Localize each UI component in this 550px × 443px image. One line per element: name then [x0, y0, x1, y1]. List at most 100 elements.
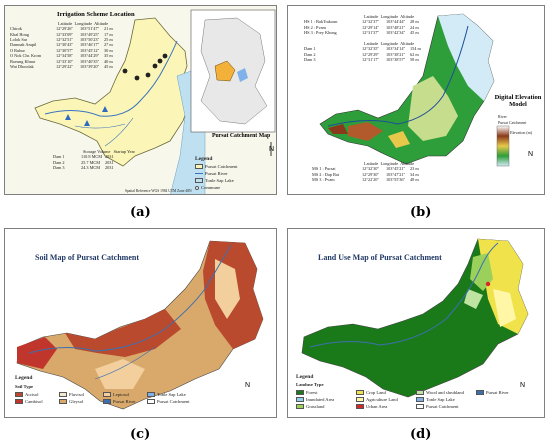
legend-item: Pursat River — [195, 171, 228, 176]
row-name: HS 1 : BakTrakoun — [304, 19, 338, 25]
panel-soil: N Soil Map of Pursat Catchment Legend So… — [4, 228, 277, 418]
scheme-marker — [157, 58, 163, 64]
row-value: 103°34'14" — [386, 46, 406, 52]
table-row: Dam 1 110.8 MCM 2031 — [53, 154, 135, 159]
landuse-svg: N — [288, 229, 544, 417]
row-value: 27 m — [104, 42, 113, 48]
legend-label: Urban Area — [366, 404, 388, 409]
row-name: HS 2 : Pvam — [304, 24, 326, 30]
row-name: O Nok Chr. Krom — [10, 53, 42, 59]
table-row: HS 1 : BakTrakoun 12°32'37" 103°44'44" 28 m — [304, 19, 434, 24]
legend-label: Crop Land — [366, 390, 386, 395]
dem-lowland — [438, 14, 494, 101]
row-value: 12°32'37" — [362, 19, 380, 25]
legend-item: Urban Area — [356, 404, 388, 410]
legend-title: Legend — [15, 375, 33, 381]
row-value: 2031 — [105, 154, 114, 160]
row-value: 21 m — [104, 26, 113, 32]
table-row: O Nok Chr. Krom 12°34'58" 103°44'29" 35 m — [10, 53, 128, 58]
row-value: 103°45'12" — [80, 47, 100, 53]
irrigation-title: Irrigation Scheme Location — [57, 11, 135, 18]
legend-label: Wood and shrubland — [426, 390, 464, 395]
catchment-polygon — [34, 17, 191, 167]
legend-item: Leptosol — [103, 392, 130, 398]
row-value: 2031 — [105, 165, 114, 171]
label-d: (d) — [410, 427, 432, 442]
ms-table: Latitude Longitude Altitude MS 1 : Pursa… — [312, 161, 434, 182]
row-name: Dam 2 — [53, 159, 65, 165]
scheme-marker — [122, 68, 128, 74]
dem-river — [327, 25, 469, 127]
landuse-title: Land Use Map of Pursat Catchment — [318, 253, 442, 262]
inset-title: Pursat Catchment Map — [212, 133, 271, 139]
row-value: 62 m — [410, 51, 419, 57]
row-value: 12°32'30" — [362, 166, 380, 172]
legend-item: Gleysol — [59, 399, 84, 405]
row-name: Lolok Sar — [10, 37, 28, 43]
row-name: Damnak Ampil — [10, 42, 37, 48]
row-value: 40 m — [104, 58, 113, 64]
row-value: 103°55'36" — [386, 177, 406, 183]
legend-item: Tonle Sap Lake — [147, 392, 186, 398]
row-name: Dam 1 — [53, 154, 65, 160]
table-header: Startup Year — [113, 149, 135, 154]
legend-swatch — [103, 392, 111, 398]
row-value: 103°51'47" — [80, 26, 100, 32]
soil-cambisol — [17, 337, 57, 369]
row-value: 12°29'22" — [56, 63, 74, 69]
legend-item: Crop Land — [356, 390, 386, 396]
table-row: Boeung Khnar 12°33'10" 103°40'35" 40 m — [10, 59, 128, 64]
table-header: Altitude — [94, 21, 109, 26]
legend-label: Gleysol — [69, 399, 84, 404]
footnote: Spatial Reference WGS 1984 UTM Zone 48N — [125, 189, 192, 193]
row-value: 103°44'29" — [80, 53, 100, 59]
row-value: 35 m — [104, 53, 113, 59]
row-name: Boeung Khnar — [10, 58, 36, 64]
scheme-marker — [134, 75, 140, 81]
legend-swatch — [59, 392, 67, 398]
row-value: 103°47'21" — [386, 171, 406, 177]
row-value: 12°29'14" — [362, 24, 380, 30]
panel-irrigation-scheme: N Irrigation Scheme Location Pursat Catc… — [4, 5, 277, 195]
dem-legend-item: Elevation (m) — [510, 130, 533, 135]
row-value: 12°32'35" — [362, 46, 380, 52]
row-name: MS 3 : Pvam — [312, 177, 335, 183]
table-row: Dam 3 12°31'17" 103°38'57" 58 m — [304, 57, 434, 62]
row-name: MS 1 : Pursat — [312, 166, 336, 172]
legend-item: Tonle Sap Lake — [195, 178, 234, 184]
legend-swatch — [296, 404, 304, 410]
landuse-cropland — [478, 239, 528, 334]
row-value: 45 m — [410, 30, 419, 36]
legend-item: Wood and shrubland — [416, 390, 464, 396]
row-value: 17 m — [104, 31, 113, 37]
inset-catchment — [214, 60, 236, 82]
table-row: MS 1 : Pursat 12°32'30" 103°45'21" 23 m — [312, 166, 434, 171]
row-value: 28 m — [410, 19, 419, 25]
row-name: Dam 3 — [304, 57, 316, 63]
dem-svg: N — [288, 6, 544, 194]
row-value: 58 m — [410, 57, 419, 63]
dem-legend-item: River — [498, 114, 507, 119]
row-value: 12°29'30" — [362, 171, 380, 177]
north-arrow: N — [520, 382, 525, 389]
legend-item: Forest — [296, 390, 317, 396]
legend-item: Cambisol — [15, 399, 43, 405]
row-value: 103°38'57" — [386, 57, 406, 63]
row-value: 103°38'21" — [386, 51, 406, 57]
row-value: 12°22'20" — [362, 177, 380, 183]
row-value: 103°42'34" — [386, 30, 406, 36]
row-value: 12°30'43" — [56, 42, 74, 48]
row-value: 12°33'10" — [56, 58, 74, 64]
legend-label: Leptosol — [113, 392, 130, 397]
soil-svg: N — [5, 229, 276, 417]
table-row: Lolok Sar 12°32'51" 103°50'23" 25 m — [10, 37, 128, 42]
row-value: 103°39'20" — [80, 63, 100, 69]
table-row: MS 3 : Pvam 12°22'20" 103°55'36" 48 m — [312, 177, 434, 182]
table-row: Damnak Ampil 12°30'43" 103°46'17" 27 m — [10, 42, 128, 47]
dem-legend-item: Pursat Catchment — [498, 120, 527, 125]
legend-swatch — [15, 399, 23, 405]
legend-swatch — [476, 390, 484, 396]
legend-label: Pursat River — [113, 399, 136, 404]
row-name: Dam 1 — [304, 46, 316, 52]
row-value: 12°31'17" — [362, 57, 380, 63]
